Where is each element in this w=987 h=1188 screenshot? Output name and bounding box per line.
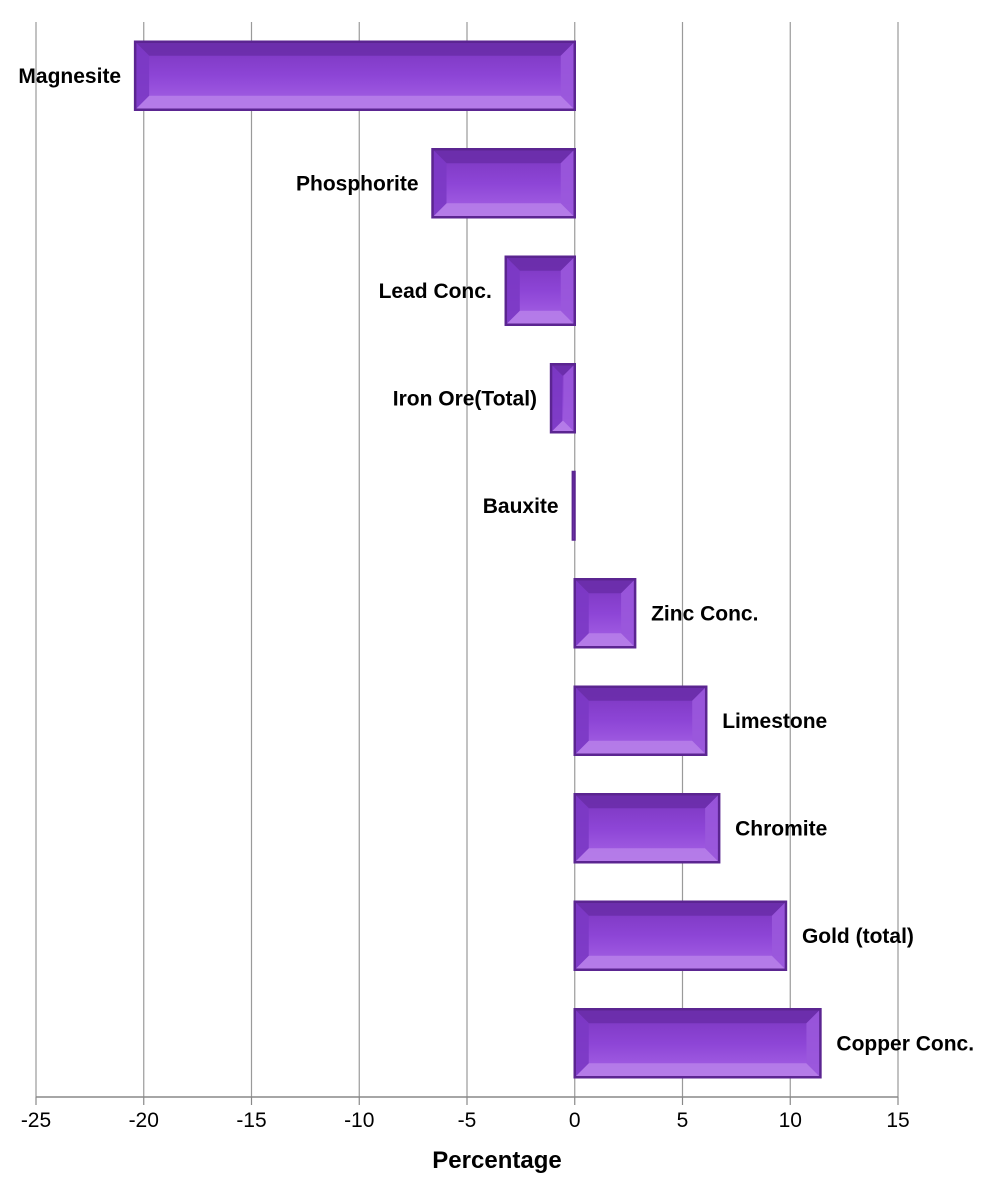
bar-bevel-bottom bbox=[574, 955, 786, 970]
category-label: Zinc Conc. bbox=[651, 602, 758, 625]
bar-bevel-top bbox=[135, 41, 575, 56]
x-axis-title: Percentage bbox=[432, 1147, 561, 1174]
x-tick-label: 0 bbox=[569, 1109, 581, 1132]
bar-bevel-bottom bbox=[574, 740, 707, 755]
bar-bevel-right bbox=[771, 901, 786, 970]
bar bbox=[504, 255, 577, 326]
bar bbox=[573, 578, 637, 649]
bar-bevel-bottom bbox=[574, 848, 720, 863]
bar-bevel-top bbox=[551, 364, 575, 376]
bar bbox=[431, 148, 576, 219]
bar-bevel-right bbox=[560, 41, 575, 110]
x-tick-label: -10 bbox=[344, 1109, 374, 1132]
bar bbox=[573, 900, 788, 971]
bar-bevel-right bbox=[563, 364, 575, 433]
x-tick-label: 5 bbox=[677, 1109, 689, 1132]
category-label: Lead Conc. bbox=[379, 280, 492, 303]
bar-bevel-bottom bbox=[135, 95, 575, 110]
bar-outline bbox=[133, 40, 576, 111]
bar-outline bbox=[573, 900, 788, 971]
bar bbox=[549, 363, 576, 434]
bar-bevel-left bbox=[432, 149, 447, 218]
category-label: Chromite bbox=[735, 817, 827, 840]
x-tick-label: -15 bbox=[236, 1109, 266, 1132]
category-label: Gold (total) bbox=[802, 925, 914, 948]
bar-bevel-top bbox=[432, 149, 575, 164]
bar bbox=[133, 40, 576, 111]
bar-bevel-left bbox=[574, 579, 589, 648]
bar-outline bbox=[573, 793, 721, 864]
bar-bevel-left bbox=[135, 41, 150, 110]
bar-bevel-top bbox=[574, 901, 786, 916]
bar-bevel-bottom bbox=[574, 633, 636, 648]
bar-bevel-left bbox=[574, 686, 589, 755]
bar bbox=[573, 685, 708, 756]
bar bbox=[571, 470, 576, 541]
category-label: Magnesite bbox=[18, 65, 121, 88]
bar-body bbox=[571, 470, 576, 541]
bar-bevel-bottom bbox=[551, 420, 575, 433]
bar-outline bbox=[573, 578, 637, 649]
category-label: Limestone bbox=[722, 710, 827, 733]
bar bbox=[573, 793, 721, 864]
category-label: Bauxite bbox=[483, 495, 559, 518]
bar-bevel-bottom bbox=[432, 203, 575, 218]
x-axis: -25 -20 -15 -10 -5 0 5 10 15 bbox=[21, 1096, 910, 1132]
category-label: Phosphorite bbox=[296, 172, 419, 195]
x-tick-label: -5 bbox=[458, 1109, 477, 1132]
bar-bevel-left bbox=[574, 794, 589, 863]
bar-outline bbox=[431, 148, 576, 219]
bar-bevel-top bbox=[574, 1009, 821, 1024]
bars bbox=[133, 40, 822, 1079]
category-label: Copper Conc. bbox=[836, 1032, 974, 1055]
bar-bevel-bottom bbox=[505, 310, 575, 325]
category-labels: Magnesite Phosphorite Lead Conc. Iron Ore(T… bbox=[18, 65, 974, 1056]
bar-bevel-right bbox=[705, 794, 720, 863]
bar-bevel-top bbox=[574, 686, 707, 701]
bar-bevel-top bbox=[505, 256, 575, 271]
bar-outline bbox=[573, 1008, 822, 1079]
bar-outline bbox=[549, 363, 576, 434]
x-tick-label: 10 bbox=[779, 1109, 802, 1132]
x-tick-label: -25 bbox=[21, 1109, 51, 1132]
bar-bevel-left bbox=[574, 901, 589, 970]
bar-outline bbox=[573, 685, 708, 756]
bar-bevel-right bbox=[560, 256, 575, 325]
bar-bevel-right bbox=[560, 149, 575, 218]
category-label: Iron Ore(Total) bbox=[393, 387, 537, 410]
x-tick-label: -20 bbox=[129, 1109, 159, 1132]
bar-bevel-left bbox=[551, 364, 563, 433]
bar-outline bbox=[504, 255, 577, 326]
bar bbox=[573, 1008, 822, 1079]
bar-bevel-bottom bbox=[574, 1063, 821, 1078]
bar-bevel-right bbox=[806, 1009, 821, 1078]
bar-bevel-left bbox=[505, 256, 520, 325]
bar-bevel-right bbox=[692, 686, 707, 755]
x-tick-label: 15 bbox=[886, 1109, 909, 1132]
bar-bevel-left bbox=[574, 1009, 589, 1078]
bar-bevel-top bbox=[574, 794, 720, 809]
bar-bevel-right bbox=[621, 579, 636, 648]
bar-bevel-top bbox=[574, 579, 636, 594]
